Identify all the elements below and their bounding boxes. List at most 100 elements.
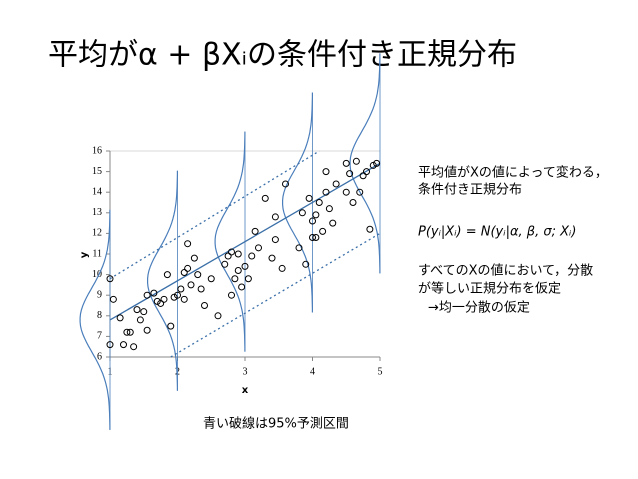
point (312, 211, 320, 219)
point (214, 312, 222, 320)
point (322, 188, 330, 196)
point (153, 297, 161, 305)
point (123, 328, 131, 336)
point (352, 157, 360, 165)
point (349, 199, 357, 206)
point (346, 170, 354, 178)
point (251, 227, 259, 235)
point (163, 271, 171, 279)
point (271, 236, 279, 244)
point (120, 341, 127, 349)
point (143, 326, 151, 334)
normal-curve (79, 209, 111, 430)
point (271, 213, 279, 221)
y-tick-label: 8 (97, 310, 102, 321)
point (234, 266, 242, 274)
formula: P(yᵢ|Xᵢ) = N(yᵢ|α, β, σ; Xᵢ) (418, 225, 576, 240)
point (224, 252, 232, 260)
point (261, 194, 269, 202)
point (363, 168, 370, 176)
point (329, 219, 337, 227)
point (177, 285, 185, 293)
point (106, 275, 114, 283)
point (184, 240, 192, 248)
point (150, 289, 158, 297)
point (228, 291, 235, 299)
point (298, 209, 306, 217)
point (309, 234, 316, 242)
normal-curve (147, 170, 178, 391)
point (184, 264, 192, 272)
normal-curve (214, 131, 246, 352)
point (282, 180, 289, 188)
y-tick-label: 6 (97, 351, 102, 362)
point (231, 275, 239, 283)
prediction-interval (170, 232, 381, 358)
y-axis-label: y (79, 251, 90, 258)
point (309, 217, 316, 225)
point (255, 244, 262, 252)
point (140, 308, 148, 316)
x-tick-label: 5 (378, 366, 383, 377)
normal-curve (282, 92, 313, 313)
point (143, 291, 151, 299)
point (342, 188, 350, 196)
point (278, 264, 286, 272)
point (234, 250, 242, 258)
point (194, 271, 202, 279)
point (167, 322, 175, 330)
point (180, 295, 188, 303)
point (305, 194, 313, 202)
x-tick-label: 3 (243, 366, 248, 377)
fit-line (109, 162, 381, 321)
note: すべてのXの値において，分散 (418, 263, 593, 279)
point (248, 252, 256, 260)
point (244, 275, 252, 283)
point (190, 254, 198, 262)
y-tick-label: 11 (92, 248, 102, 259)
point (180, 269, 188, 277)
point (157, 299, 165, 307)
point (373, 159, 381, 167)
point (174, 291, 181, 299)
note: 条件付き正規分布 (418, 182, 522, 198)
point (136, 316, 144, 324)
point (126, 328, 134, 336)
note: 平均値がXの値によって変わる， (418, 165, 608, 181)
x-axis-label: x (242, 385, 249, 396)
point (228, 248, 235, 256)
caption: 青い破線は95%予測区間 (203, 416, 349, 432)
y-tick-label: 13 (92, 207, 102, 218)
point (332, 180, 340, 188)
note: が等しい正規分布を仮定 (418, 281, 561, 297)
point (130, 343, 138, 351)
point (221, 260, 229, 268)
point (325, 205, 333, 213)
point (207, 275, 215, 283)
point (319, 227, 327, 235)
point (201, 302, 208, 309)
y-tick-label: 15 (92, 166, 102, 177)
point (106, 341, 114, 349)
normal-curve (349, 53, 381, 274)
y-tick-label: 12 (92, 228, 102, 239)
point (369, 161, 377, 169)
point (197, 285, 205, 293)
point (133, 306, 141, 314)
point (268, 254, 276, 262)
y-tick-label: 10 (92, 269, 102, 280)
point (322, 168, 330, 176)
slide-title: 平均がα + βXᵢの条件付き正規分布 (48, 38, 517, 73)
point (315, 199, 323, 206)
point (109, 295, 117, 303)
point (116, 314, 124, 322)
point (187, 281, 195, 289)
y-tick-label: 16 (92, 145, 102, 156)
note: →均一分散の仮定 (428, 301, 530, 316)
point (295, 244, 303, 252)
y-tick-label: 9 (97, 289, 102, 300)
point (359, 172, 367, 180)
point (170, 293, 178, 301)
y-tick-label: 7 (97, 331, 102, 342)
